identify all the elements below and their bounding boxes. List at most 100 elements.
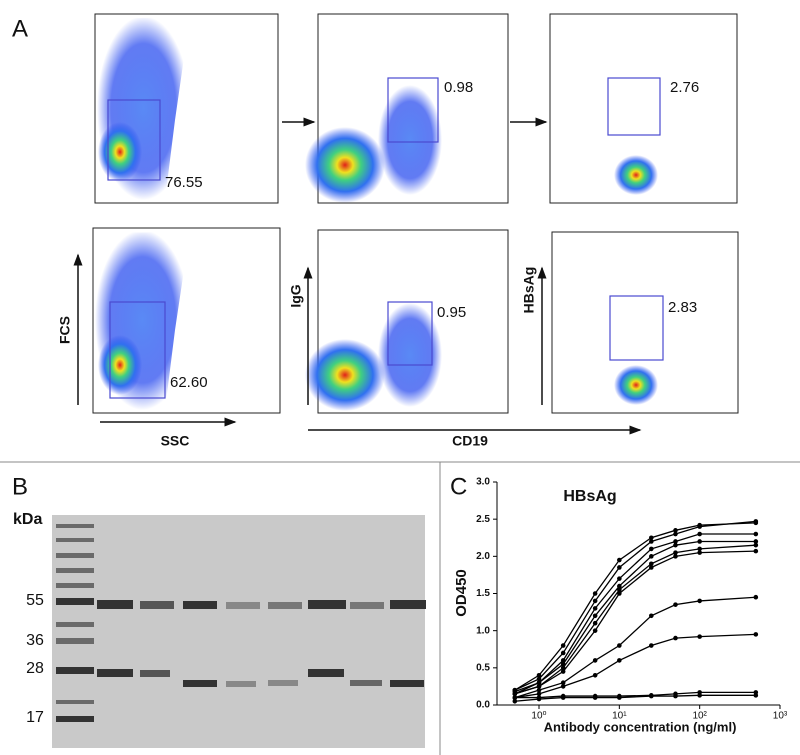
axis-label: SSC (161, 433, 190, 449)
data-point (753, 594, 759, 600)
y-tick-label: 3.0 (476, 477, 490, 488)
data-point (697, 524, 702, 529)
data-point (536, 676, 542, 682)
data-point (697, 598, 702, 604)
data-point (673, 528, 678, 533)
data-point (536, 672, 542, 678)
y-tick-label: 1.5 (476, 588, 490, 599)
data-point (753, 542, 759, 548)
series-line (514, 533, 756, 693)
data-point (617, 565, 622, 570)
data-point (673, 602, 678, 607)
data-point (592, 613, 598, 619)
data-point (753, 519, 759, 524)
data-point (753, 539, 759, 544)
y-tick-label: 2.5 (476, 514, 490, 525)
data-point (536, 680, 542, 685)
marker-label: 17 (26, 709, 44, 726)
data-point (592, 695, 598, 700)
y-tick-label: 0.0 (476, 700, 490, 711)
axis-label: IgG (288, 284, 304, 307)
data-point (560, 669, 566, 674)
gate-value: 0.98 (444, 79, 473, 96)
line-chart: HBsAg OD450 Antibody concentration (ng/m… (453, 477, 788, 735)
marker-label: 36 (26, 632, 44, 649)
data-point (753, 531, 759, 537)
axis-label: CD19 (452, 433, 488, 449)
axis-label: HBsAg (521, 267, 537, 314)
axis-label: FCS (57, 316, 73, 344)
data-point (649, 613, 654, 619)
series-line (514, 520, 756, 691)
data-point (697, 634, 702, 639)
x-axis-label: Antibody concentration (ng/ml) (544, 719, 737, 734)
data-point (617, 591, 622, 596)
x-tick-label: 10¹ (612, 711, 627, 722)
data-point (592, 598, 598, 604)
y-tick-label: 0.5 (476, 662, 490, 673)
gate-value: 2.76 (670, 79, 699, 96)
data-point (697, 550, 702, 555)
data-point (536, 696, 542, 702)
panel-label: A (12, 15, 28, 42)
data-point (697, 546, 702, 552)
data-point (649, 535, 654, 541)
data-point (617, 658, 622, 663)
data-point (617, 587, 622, 593)
panel-label: C (450, 473, 467, 500)
data-point (697, 539, 702, 544)
data-point (673, 693, 678, 699)
data-point (617, 583, 622, 589)
data-point (673, 550, 678, 555)
data-point (617, 695, 622, 700)
data-point (617, 643, 622, 648)
data-point (649, 554, 654, 559)
data-point (536, 691, 542, 697)
x-tick-label: 10² (692, 711, 707, 722)
data-point (617, 576, 622, 581)
data-point (673, 554, 678, 559)
gel (52, 515, 426, 748)
series-line (514, 596, 756, 699)
data-point (592, 658, 598, 663)
data-point (560, 643, 566, 648)
gate-value: 62.60 (170, 374, 208, 391)
panel-label: B (12, 473, 28, 500)
data-point (649, 565, 654, 570)
data-point (617, 557, 622, 563)
data-point (592, 606, 598, 611)
unit-label: kDa (13, 511, 42, 528)
data-point (536, 684, 542, 689)
chart-title: HBsAg (563, 488, 616, 505)
data-point (673, 539, 678, 544)
marker-label: 28 (26, 660, 44, 677)
data-point (697, 693, 702, 698)
y-tick-label: 1.0 (476, 625, 490, 636)
data-point (592, 672, 598, 678)
data-point (592, 620, 598, 626)
data-point (649, 546, 654, 552)
data-point (560, 695, 566, 700)
data-point (697, 531, 702, 537)
y-axis-label: OD450 (453, 569, 470, 617)
gate-value: 0.95 (437, 304, 466, 321)
data-point (753, 632, 759, 637)
data-point (673, 542, 678, 548)
marker-label: 55 (26, 592, 44, 609)
data-point (512, 695, 518, 700)
y-tick-label: 2.0 (476, 551, 490, 562)
data-point (753, 548, 759, 554)
data-point (649, 643, 654, 648)
data-point (512, 691, 518, 697)
data-point (536, 687, 542, 693)
data-point (560, 650, 566, 656)
x-tick-label: 10³ (773, 711, 788, 722)
gate-value: 76.55 (165, 174, 203, 191)
data-point (560, 684, 566, 689)
data-point (753, 693, 759, 698)
data-point (560, 680, 566, 685)
data-point (560, 665, 566, 671)
flow-plots (73, 13, 739, 435)
data-point (592, 591, 598, 596)
